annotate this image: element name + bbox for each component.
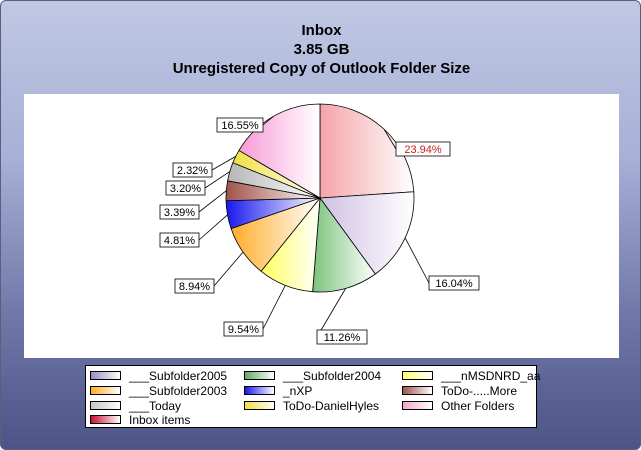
legend-label: ___Subfolder2003: [129, 384, 228, 398]
leader-line: [262, 116, 274, 126]
legend-label: ___Subfolder2005: [129, 369, 228, 383]
data-label: 16.55%: [221, 120, 259, 132]
plot-area: 23.94% 16.04% 11.26% 9.54% 8.94% 4.81% 3.39% 3.…: [24, 94, 619, 358]
leader-line: [198, 214, 228, 241]
data-label: 23.94%: [404, 144, 442, 156]
data-label-box: [428, 275, 480, 291]
pie-chart: 23.94% 16.04% 11.26% 9.54% 8.94% 4.81% 3.39% 3.…: [159, 103, 480, 345]
leader-line: [211, 156, 236, 171]
data-label-box: [316, 329, 368, 345]
legend-label: ToDo-DanielHyles: [283, 399, 380, 413]
legend-swatch: [244, 401, 275, 410]
legend-swatch: [90, 386, 121, 395]
data-label: 3.20%: [170, 183, 201, 195]
legend-swatch: [244, 386, 275, 395]
data-label-box: [172, 162, 213, 178]
legend-swatch: [402, 371, 433, 380]
chart-subtitle-size: 3.85 GB: [293, 41, 350, 58]
data-label-box: [174, 278, 215, 294]
data-label: 4.81%: [164, 235, 195, 247]
data-label: 9.54%: [228, 324, 259, 336]
legend-label: Other Folders: [441, 399, 515, 413]
pie-slice: [312, 196, 376, 293]
legend-label: ___Today: [129, 399, 182, 413]
legend: ___Subfolder2005 ___Subfolder2004 ___nMS…: [85, 365, 541, 428]
legend-label: Inbox items: [129, 413, 191, 427]
legend-swatch: [402, 386, 433, 395]
data-label-box: [159, 232, 200, 248]
data-label-box: [223, 321, 264, 337]
legend-swatch: [402, 401, 433, 410]
chart-subtitle-notice: Unregistered Copy of Outlook Folder Size: [172, 60, 471, 77]
data-label-box: [165, 180, 206, 196]
legend-label: ___Subfolder2004: [283, 369, 382, 383]
data-label: 2.32%: [177, 165, 208, 177]
legend-label: _nXP: [283, 384, 313, 398]
data-label-box: [395, 141, 451, 157]
legend-swatch: [244, 371, 275, 380]
chart-title-block: Inbox 3.85 GB Unregistered Copy of Outlo…: [1, 21, 641, 78]
data-label-box: [159, 204, 200, 220]
leader-line: [404, 237, 430, 284]
legend-label: ToDo-.....More: [441, 384, 518, 398]
data-label: 8.94%: [179, 281, 210, 293]
legend-swatch: [90, 371, 121, 380]
pie-slice: [319, 103, 415, 199]
leader-line: [262, 285, 286, 330]
data-label-box: [216, 117, 264, 133]
chart-title: Inbox: [301, 22, 342, 39]
legend-swatch: [90, 415, 121, 424]
data-label: 16.04%: [435, 278, 473, 290]
legend-swatch: [90, 401, 121, 410]
data-label: 11.26%: [324, 332, 361, 344]
legend-label: ___nMSDNRD_aa: [441, 369, 541, 383]
leader-line: [213, 251, 244, 287]
data-label: 3.39%: [164, 207, 195, 219]
leader-line: [198, 190, 227, 213]
leader-line: [316, 288, 346, 338]
leader-line: [383, 129, 397, 150]
leader-line: [204, 171, 231, 189]
